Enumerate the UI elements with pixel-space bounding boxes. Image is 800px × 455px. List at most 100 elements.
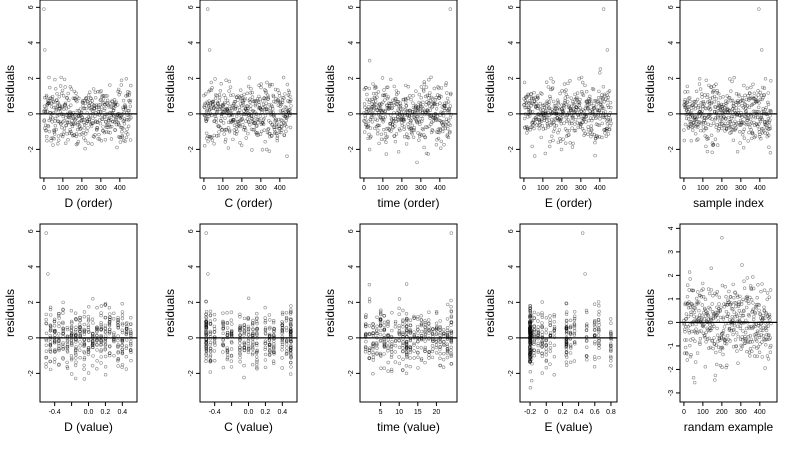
data-point xyxy=(714,350,718,355)
x-tick-label: 400 xyxy=(594,185,606,192)
data-point xyxy=(234,95,239,99)
data-point xyxy=(250,117,254,121)
data-point xyxy=(552,373,556,377)
x-axis-label: E (order) xyxy=(545,196,592,210)
data-point xyxy=(416,325,420,329)
data-point xyxy=(536,325,540,329)
data-point xyxy=(571,141,575,146)
data-point xyxy=(427,318,431,322)
data-point xyxy=(703,93,707,97)
data-point xyxy=(286,109,290,114)
data-point xyxy=(414,89,418,93)
data-point xyxy=(606,132,611,136)
data-point xyxy=(263,305,267,310)
data-point xyxy=(82,367,86,371)
data-point xyxy=(215,101,220,105)
data-point xyxy=(231,93,235,97)
data-point xyxy=(204,359,208,363)
data-point xyxy=(259,122,264,126)
data-point xyxy=(701,331,705,336)
data-point xyxy=(695,351,700,355)
data-point xyxy=(570,145,575,149)
data-point xyxy=(280,366,284,370)
x-tick-label: 0 xyxy=(682,409,686,416)
data-point xyxy=(441,365,446,369)
data-point xyxy=(104,125,109,129)
data-point xyxy=(761,328,765,333)
data-point xyxy=(248,107,253,111)
data-point xyxy=(103,373,108,377)
y-tick-label: -2 xyxy=(668,366,675,372)
x-tick-label: 0.2 xyxy=(101,409,111,416)
data-point xyxy=(578,97,582,102)
data-point xyxy=(373,96,377,101)
data-point xyxy=(92,103,96,107)
x-tick-label: 0.6 xyxy=(590,409,600,416)
data-point xyxy=(44,362,48,366)
data-point xyxy=(430,344,435,348)
data-point xyxy=(116,122,121,126)
data-point xyxy=(59,91,64,96)
data-point xyxy=(99,304,104,308)
data-point xyxy=(48,367,53,372)
data-point xyxy=(114,117,118,122)
data-point xyxy=(65,112,69,117)
data-point xyxy=(572,359,577,363)
data-point xyxy=(252,118,256,122)
data-point xyxy=(112,97,117,102)
data-point xyxy=(42,104,47,108)
data-point xyxy=(90,121,95,126)
data-point xyxy=(110,119,115,124)
data-point xyxy=(547,144,552,149)
data-point xyxy=(216,124,220,128)
data-point xyxy=(217,98,222,103)
data-point xyxy=(205,131,209,136)
data-point xyxy=(102,102,107,107)
data-point xyxy=(127,93,132,97)
data-point xyxy=(552,343,557,347)
data-point xyxy=(446,302,450,307)
data-point xyxy=(435,114,440,118)
x-tick-label: 0.4 xyxy=(574,409,584,416)
data-point xyxy=(226,126,231,130)
data-point xyxy=(247,76,252,80)
data-point xyxy=(218,126,223,130)
data-point xyxy=(124,355,129,359)
data-point xyxy=(69,87,74,91)
data-point xyxy=(374,105,378,110)
data-point xyxy=(277,126,281,131)
data-point xyxy=(86,314,91,319)
data-point xyxy=(210,138,215,143)
data-point xyxy=(45,98,50,103)
outlier-point xyxy=(42,7,46,11)
data-point xyxy=(255,130,259,135)
data-point xyxy=(212,133,217,138)
data-point xyxy=(713,378,717,382)
data-point xyxy=(83,101,88,106)
data-point xyxy=(121,98,126,103)
data-point xyxy=(48,313,53,317)
data-point xyxy=(232,99,237,104)
data-point xyxy=(109,124,114,129)
data-point xyxy=(65,360,69,365)
data-point xyxy=(713,137,718,141)
data-point xyxy=(85,129,89,133)
data-point xyxy=(751,307,755,311)
data-point xyxy=(253,103,258,108)
data-point xyxy=(72,89,77,94)
data-point xyxy=(744,305,749,310)
data-point xyxy=(250,90,255,95)
data-point xyxy=(266,97,270,101)
data-point xyxy=(263,140,267,144)
data-point xyxy=(404,312,409,316)
data-point xyxy=(735,314,739,318)
data-point xyxy=(375,324,379,328)
data-point xyxy=(48,117,53,121)
data-point xyxy=(374,85,378,90)
data-point xyxy=(215,107,220,112)
data-point xyxy=(66,105,71,109)
data-point xyxy=(445,355,450,360)
data-point xyxy=(733,338,738,342)
data-point xyxy=(126,124,131,129)
